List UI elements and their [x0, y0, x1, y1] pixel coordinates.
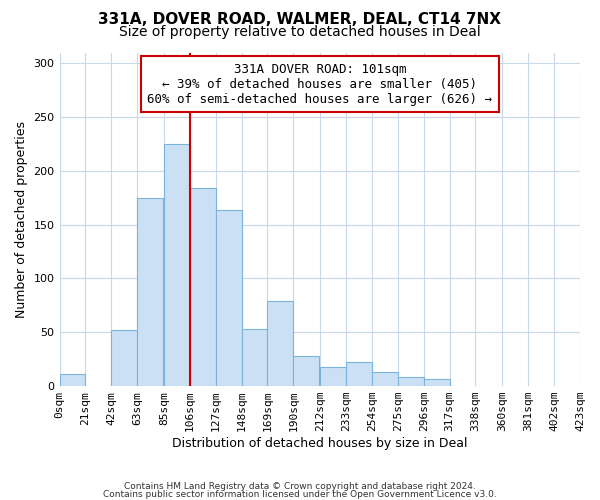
Bar [111, 330, 137, 386]
Bar [268, 301, 293, 386]
Bar [346, 362, 372, 386]
X-axis label: Distribution of detached houses by size in Deal: Distribution of detached houses by size … [172, 437, 467, 450]
Bar [190, 188, 216, 386]
Bar [242, 329, 268, 386]
Bar [320, 366, 346, 386]
Bar [216, 210, 242, 386]
Text: Contains HM Land Registry data © Crown copyright and database right 2024.: Contains HM Land Registry data © Crown c… [124, 482, 476, 491]
Bar [398, 378, 424, 386]
Y-axis label: Number of detached properties: Number of detached properties [15, 121, 28, 318]
Text: 331A, DOVER ROAD, WALMER, DEAL, CT14 7NX: 331A, DOVER ROAD, WALMER, DEAL, CT14 7NX [98, 12, 502, 28]
Text: Contains public sector information licensed under the Open Government Licence v3: Contains public sector information licen… [103, 490, 497, 499]
Bar [372, 372, 398, 386]
Bar [424, 378, 449, 386]
Text: 331A DOVER ROAD: 101sqm
← 39% of detached houses are smaller (405)
60% of semi-d: 331A DOVER ROAD: 101sqm ← 39% of detache… [147, 62, 492, 106]
Bar [137, 198, 163, 386]
Text: Size of property relative to detached houses in Deal: Size of property relative to detached ho… [119, 25, 481, 39]
Bar [293, 356, 319, 386]
Bar [164, 144, 190, 386]
Bar [59, 374, 85, 386]
